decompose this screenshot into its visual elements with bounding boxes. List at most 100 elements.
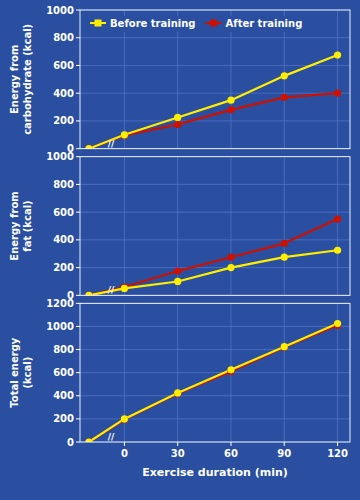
tick-mark xyxy=(124,442,125,446)
point xyxy=(227,264,234,271)
annotation: // xyxy=(108,285,115,295)
axis-label-line: fat (kcal) xyxy=(22,200,33,251)
line xyxy=(89,55,338,149)
point xyxy=(281,240,288,247)
point xyxy=(227,97,234,104)
tick-label: 800 xyxy=(53,344,74,355)
tick-label: 800 xyxy=(53,32,74,43)
legend-label: Before training xyxy=(110,18,196,29)
legend-label: After training xyxy=(226,18,303,29)
point xyxy=(281,343,288,350)
axis-label: Energy fromcarbohydrate (kcal) xyxy=(9,24,33,135)
grid-line xyxy=(80,239,350,240)
grid-line xyxy=(80,93,350,94)
grid-line xyxy=(80,212,350,213)
tick-label: 400 xyxy=(53,88,74,99)
point xyxy=(227,106,234,113)
tick-mark xyxy=(76,239,80,240)
grid-line xyxy=(80,37,350,38)
tick-label: 400 xyxy=(53,390,74,401)
tick-mark xyxy=(76,212,80,213)
grid-line xyxy=(337,10,338,149)
point xyxy=(281,72,288,79)
frame xyxy=(80,303,350,442)
point xyxy=(121,416,128,423)
point xyxy=(85,145,92,149)
frame xyxy=(80,10,350,149)
line xyxy=(89,324,338,442)
tick-mark xyxy=(76,395,80,396)
legend-swatch xyxy=(95,20,102,27)
point xyxy=(85,292,92,296)
axis-label-line: Energy from xyxy=(9,191,20,260)
point xyxy=(334,51,341,58)
plot-area xyxy=(85,51,341,148)
tick-mark xyxy=(76,65,80,66)
tick-mark xyxy=(76,37,80,38)
axis-label-line: (kcal) xyxy=(22,357,33,389)
point xyxy=(174,267,181,274)
tick-mark xyxy=(230,442,231,446)
axis-label: Energy fromfat (kcal) xyxy=(9,191,33,260)
point xyxy=(121,131,128,138)
tick-mark xyxy=(76,349,80,350)
point xyxy=(121,285,128,292)
tick-mark xyxy=(76,372,80,373)
tick-label: 1000 xyxy=(46,151,74,162)
point xyxy=(334,90,341,97)
point xyxy=(121,415,128,422)
tick-mark xyxy=(76,93,80,94)
panel: 02004006008001000//Energy fromfat (kcal) xyxy=(9,151,351,301)
tick-label: 600 xyxy=(53,207,74,218)
line xyxy=(89,325,338,442)
tick-label: 0 xyxy=(121,448,128,459)
point xyxy=(85,438,92,442)
point xyxy=(281,94,288,101)
plot-area xyxy=(85,215,341,295)
point xyxy=(174,121,181,128)
point xyxy=(85,145,92,149)
tick-label: 600 xyxy=(53,60,74,71)
tick-mark xyxy=(76,156,80,157)
grid-line xyxy=(337,157,338,296)
legend-swatch xyxy=(210,20,217,27)
grid-line xyxy=(80,184,350,185)
point xyxy=(334,215,341,222)
tick-mark xyxy=(284,442,285,446)
grid-line xyxy=(284,157,285,296)
axis-label: Total energy(kcal) xyxy=(9,337,33,408)
axis-label-line: Energy from xyxy=(9,45,20,114)
grid-line xyxy=(80,395,350,396)
grid-line xyxy=(284,303,285,442)
grid-line xyxy=(80,326,350,327)
plot-area xyxy=(85,320,341,442)
point xyxy=(121,132,128,139)
panel: 02004006008001000//Energy fromcarbohydra… xyxy=(9,5,351,155)
tick-label: 200 xyxy=(53,262,74,273)
line xyxy=(89,219,338,295)
point xyxy=(174,114,181,121)
line xyxy=(89,250,338,295)
point xyxy=(334,320,341,327)
tick-mark xyxy=(337,442,338,446)
tick-mark xyxy=(177,442,178,446)
tick-label: 120 xyxy=(327,448,348,459)
point xyxy=(174,390,181,397)
tick-label: 60 xyxy=(224,448,238,459)
grid-line xyxy=(80,349,350,350)
tick-mark xyxy=(76,10,80,11)
point xyxy=(174,389,181,396)
tick-label: 600 xyxy=(53,367,74,378)
tick-label: 800 xyxy=(53,179,74,190)
grid-line xyxy=(80,372,350,373)
background xyxy=(0,0,360,500)
line xyxy=(89,93,338,148)
tick-label: 0 xyxy=(67,437,74,448)
point xyxy=(174,278,181,285)
legend-background xyxy=(86,16,310,32)
grid-line xyxy=(80,418,350,419)
point xyxy=(334,247,341,254)
tick-mark xyxy=(76,184,80,185)
grid-line xyxy=(124,157,125,296)
tick-label: 30 xyxy=(171,448,185,459)
